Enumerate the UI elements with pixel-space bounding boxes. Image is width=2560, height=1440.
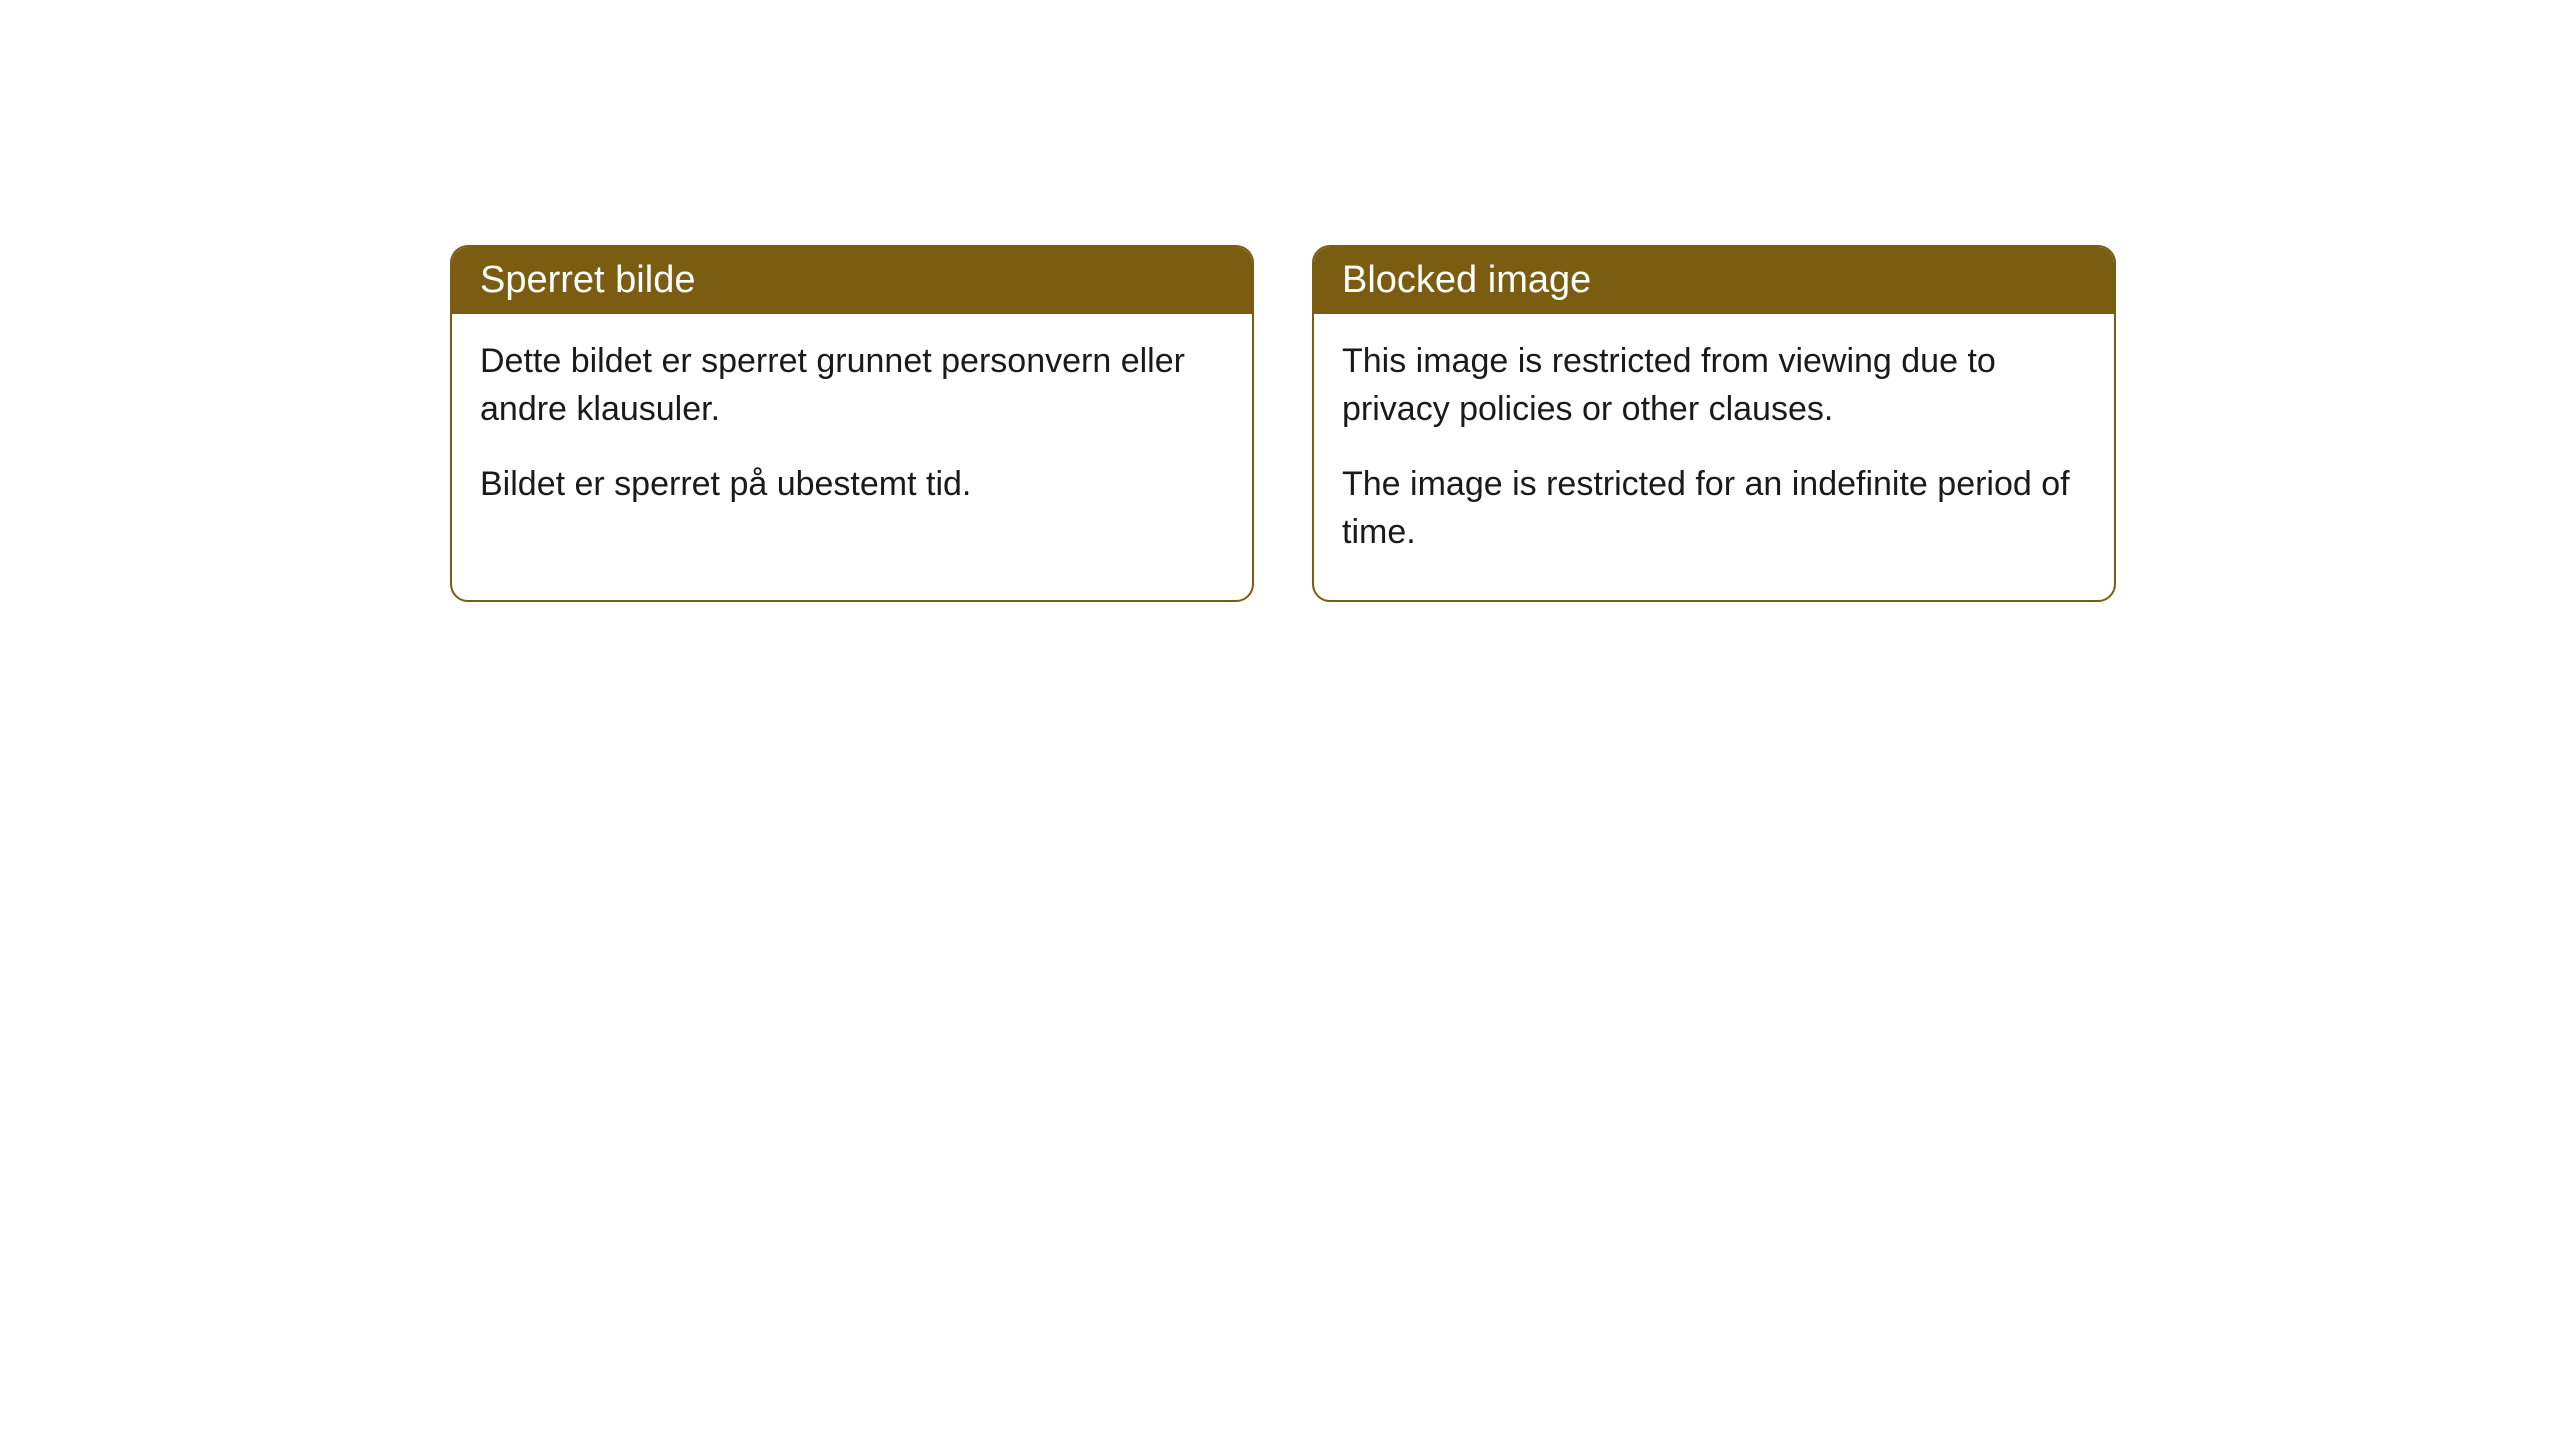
card-paragraph-1: This image is restricted from viewing du… bbox=[1342, 338, 2086, 433]
card-paragraph-2: The image is restricted for an indefinit… bbox=[1342, 461, 2086, 556]
card-paragraph-1: Dette bildet er sperret grunnet personve… bbox=[480, 338, 1224, 433]
card-body-norwegian: Dette bildet er sperret grunnet personve… bbox=[452, 314, 1252, 553]
notice-cards-container: Sperret bilde Dette bildet er sperret gr… bbox=[450, 245, 2560, 602]
card-title: Sperret bilde bbox=[480, 259, 695, 301]
card-header-norwegian: Sperret bilde bbox=[452, 247, 1252, 314]
card-paragraph-2: Bildet er sperret på ubestemt tid. bbox=[480, 461, 1224, 509]
blocked-image-card-english: Blocked image This image is restricted f… bbox=[1312, 245, 2116, 602]
card-header-english: Blocked image bbox=[1314, 247, 2114, 314]
card-title: Blocked image bbox=[1342, 259, 1591, 301]
blocked-image-card-norwegian: Sperret bilde Dette bildet er sperret gr… bbox=[450, 245, 1254, 602]
card-body-english: This image is restricted from viewing du… bbox=[1314, 314, 2114, 600]
